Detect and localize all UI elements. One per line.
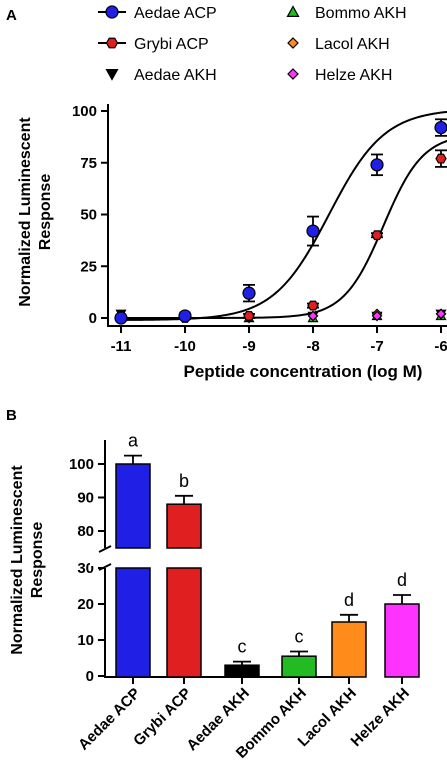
bar-lacol-akh <box>331 621 367 678</box>
legend-label-aedae-akh: Aedae AKH <box>134 67 217 84</box>
y-tick-label-a: 75 <box>80 155 97 172</box>
legend-label-aedae-acp: Aedae ACP <box>134 5 217 22</box>
ylabel-b-line2: Response <box>29 522 46 599</box>
significance-letter-lacol-akh: d <box>344 590 354 610</box>
bar-bommo-akh <box>281 655 317 678</box>
data-point-aedae-acp <box>370 158 384 172</box>
data-point-aedae-acp <box>242 286 256 300</box>
data-point-aedae-acp <box>114 311 128 325</box>
y-tick-label-b: 90 <box>77 490 94 507</box>
y-tick-label-a: 0 <box>89 310 97 327</box>
significance-letter-grybi-acp: b <box>179 471 189 491</box>
x-tick-label-a: -6 <box>434 338 447 355</box>
y-tick-label-a: 50 <box>80 207 97 224</box>
x-tick-label-a: -8 <box>306 338 319 355</box>
bar-helze-akh <box>384 603 420 678</box>
axis-break-mark <box>98 563 112 571</box>
significance-letter-bommo-akh: c <box>295 627 304 647</box>
x-tick-label-a: -11 <box>111 338 132 355</box>
y-tick-label-b: 80 <box>77 523 94 540</box>
data-point-aedae-acp <box>306 224 320 238</box>
legend-label-grybi-acp: Grybi ACP <box>134 36 209 53</box>
data-point-aedae-acp <box>178 309 192 323</box>
legend-label-helze-akh: Helze AKH <box>315 67 392 84</box>
bar-upper-aedae-acp <box>115 463 151 549</box>
legend-marker-grybi-acp <box>105 37 119 49</box>
legend-marker-helze-akh <box>287 68 299 80</box>
panel-b-label: B <box>6 407 17 424</box>
legend: Aedae ACP Grybi ACP Aedae AKH Bommo AKH Laco… <box>98 5 407 84</box>
data-point-grybi-acp <box>243 310 255 321</box>
x-axis-label: Peptide concentration (log M) <box>184 362 423 381</box>
y-tick-label-a: 25 <box>80 258 97 275</box>
x-tick-label-a: -9 <box>242 338 255 355</box>
data-point-helze-akh <box>435 308 447 320</box>
category-label-aedae-acp: Aedae ACP <box>75 685 144 754</box>
legend-marker-bommo-akh <box>286 5 300 17</box>
axis-break-gap <box>90 550 340 566</box>
fit-curve-aedae-acp <box>120 110 447 321</box>
y-tick-label-b: 30 <box>77 560 94 577</box>
ylabel-b-line1: Normalized Luminescent <box>9 465 26 655</box>
ylabel-a-line2: Response <box>37 174 54 251</box>
legend-label-bommo-akh: Bommo AKH <box>315 5 407 22</box>
data-point-helze-akh <box>307 310 319 322</box>
data-point-helze-akh <box>371 310 383 322</box>
significance-letter-aedae-akh: c <box>238 637 247 657</box>
y-tick-label-a: 100 <box>72 103 97 120</box>
data-point-grybi-acp <box>371 230 383 241</box>
legend-label-lacol-akh: Lacol AKH <box>315 36 390 53</box>
significance-letter-aedae-acp: a <box>128 431 139 451</box>
y-tick-label-b: 100 <box>69 456 94 473</box>
fit-curve-grybi-acp <box>121 139 447 319</box>
bar-lower-grybi-acp <box>166 567 202 678</box>
panel-a-label: A <box>6 7 17 24</box>
data-point-grybi-acp <box>435 153 447 164</box>
significance-letter-helze-akh: d <box>397 570 407 590</box>
legend-marker-lacol-akh <box>287 37 299 49</box>
bar-lower-aedae-acp <box>115 567 151 678</box>
x-tick-label-a: -7 <box>370 338 383 355</box>
data-point-aedae-acp <box>434 120 447 135</box>
axis-break-mark <box>98 545 112 553</box>
legend-marker-aedae-akh <box>105 68 119 81</box>
bar-aedae-akh <box>224 664 260 678</box>
ylabel-a-line1: Normalized Luminescent <box>17 117 34 307</box>
data-point-grybi-acp <box>307 300 319 311</box>
bar-upper-grybi-acp <box>166 503 202 549</box>
y-tick-label-b: 20 <box>77 596 94 613</box>
x-tick-label-a: -10 <box>174 338 196 355</box>
y-tick-label-b: 10 <box>77 632 94 649</box>
legend-marker-aedae-acp <box>105 5 119 19</box>
y-tick-label-b: 0 <box>86 668 94 685</box>
